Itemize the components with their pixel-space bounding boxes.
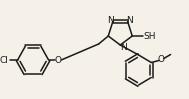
Text: O: O: [157, 55, 164, 64]
Text: N: N: [126, 16, 133, 25]
Text: Cl: Cl: [0, 56, 9, 65]
Text: N: N: [120, 42, 126, 51]
Text: SH: SH: [143, 31, 156, 40]
Text: N: N: [108, 16, 114, 25]
Text: O: O: [55, 56, 62, 65]
